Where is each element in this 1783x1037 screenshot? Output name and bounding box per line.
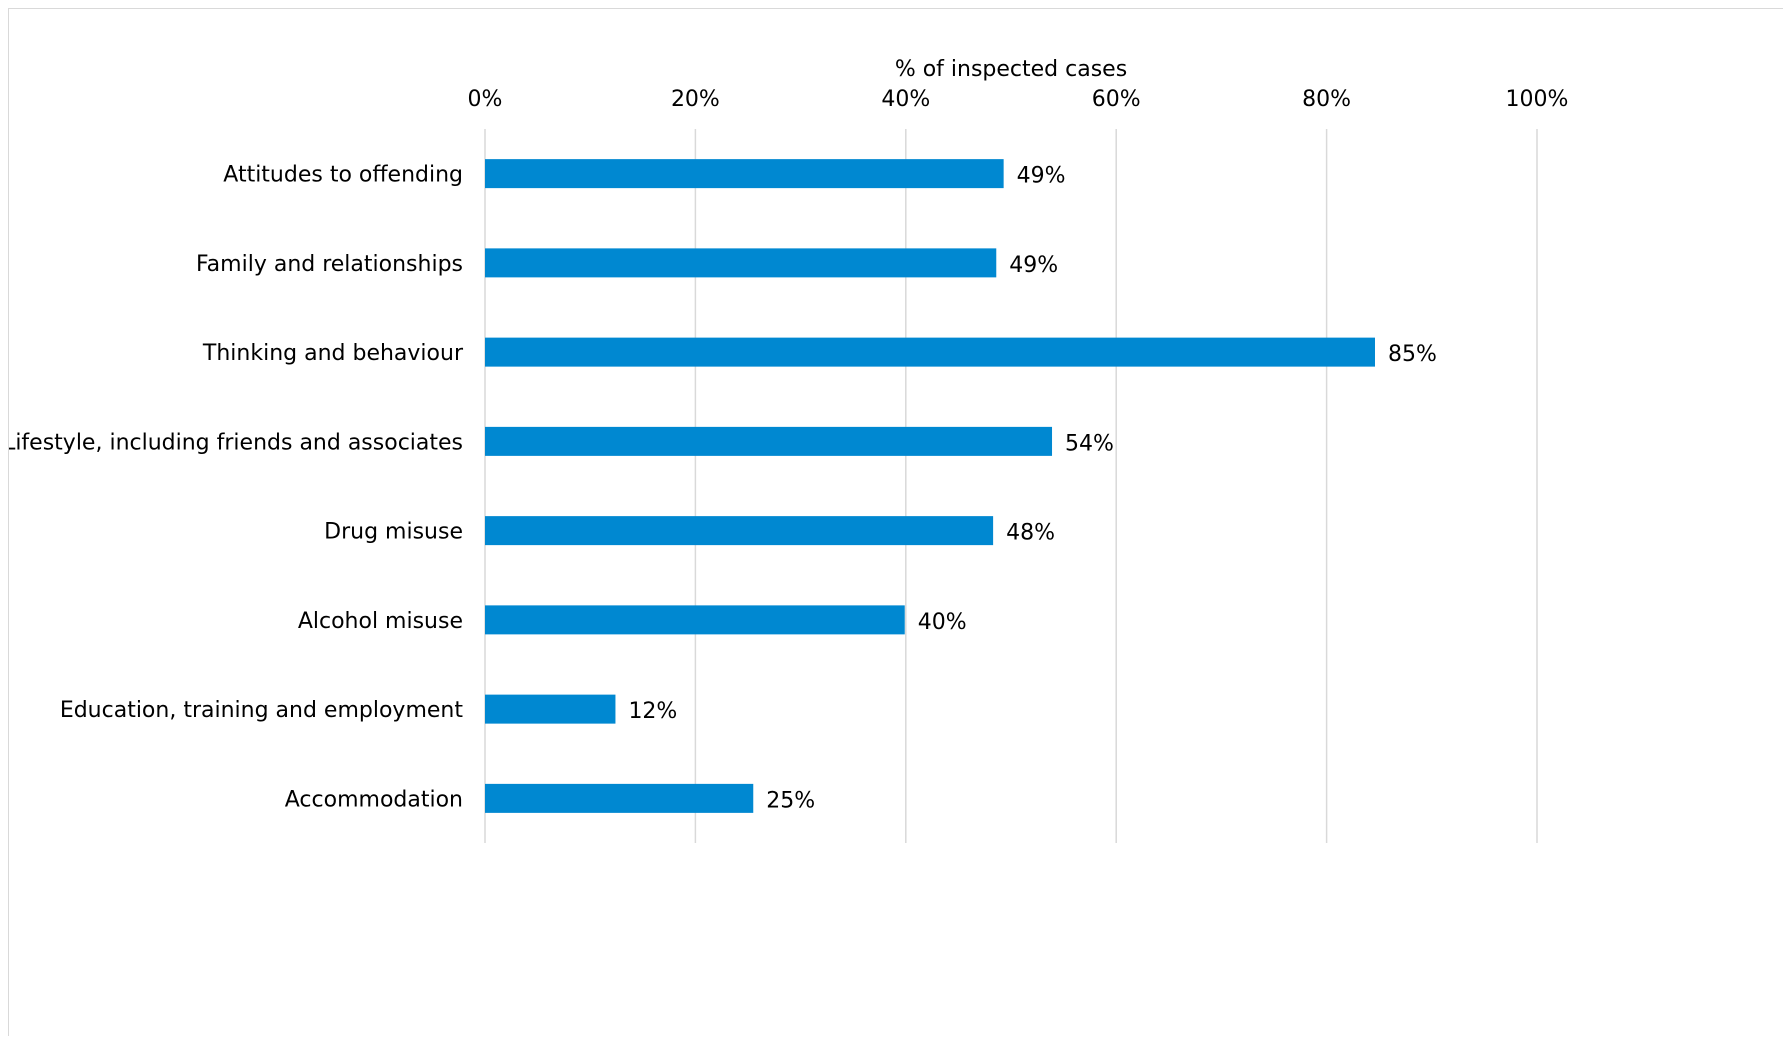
- data-label: 54%: [1065, 431, 1114, 456]
- x-tick-label: 20%: [671, 87, 720, 112]
- data-label: 48%: [1006, 521, 1055, 546]
- category-label: Thinking and behaviour: [202, 341, 464, 366]
- bar: [485, 159, 1004, 189]
- bars: [485, 159, 1375, 813]
- gridlines: [484, 129, 1538, 843]
- data-label: 49%: [1017, 164, 1066, 189]
- bar: [485, 694, 616, 724]
- category-label: Accommodation: [285, 787, 463, 812]
- bar: [485, 337, 1375, 367]
- data-label: 85%: [1388, 342, 1437, 367]
- bar: [485, 426, 1053, 456]
- bar-chart: % of inspected cases 0% 20% 40% 60% 80% 100% …: [9, 57, 1569, 843]
- x-axis-ticks: 0% 20% 40% 60% 80% 100%: [468, 87, 1569, 112]
- data-label: 12%: [628, 699, 677, 724]
- category-labels: Attitudes to offending Family and relatio…: [9, 163, 464, 813]
- category-label: Education, training and employment: [60, 698, 464, 723]
- category-label: Attitudes to offending: [223, 163, 463, 188]
- x-tick-label: 0%: [468, 87, 503, 112]
- bar: [485, 516, 994, 546]
- data-label: 25%: [766, 788, 815, 813]
- bar: [485, 605, 905, 635]
- chart-frame: % of inspected cases 0% 20% 40% 60% 80% 100% …: [8, 8, 1783, 1036]
- data-label: 40%: [918, 610, 967, 635]
- bar: [485, 783, 754, 813]
- x-tick-label: 40%: [881, 87, 930, 112]
- data-label: 49%: [1009, 253, 1058, 278]
- x-tick-label: 60%: [1092, 87, 1141, 112]
- x-tick-label: 100%: [1506, 87, 1569, 112]
- x-axis-title: % of inspected cases: [895, 57, 1127, 82]
- category-label: Lifestyle, including friends and associa…: [9, 430, 463, 455]
- category-label: Drug misuse: [324, 520, 463, 545]
- category-label: Family and relationships: [196, 252, 463, 277]
- category-label: Alcohol misuse: [298, 609, 463, 634]
- x-tick-label: 80%: [1302, 87, 1351, 112]
- data-labels: 49% 49% 85% 54% 48% 40% 12% 25%: [628, 164, 1436, 814]
- bar: [485, 248, 997, 278]
